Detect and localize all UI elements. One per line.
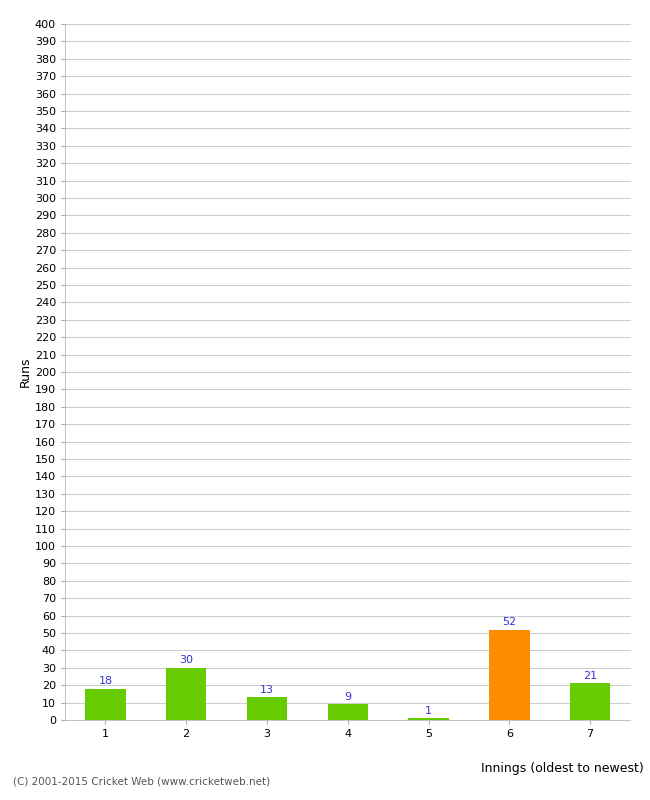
X-axis label: Innings (oldest to newest): Innings (oldest to newest) bbox=[481, 762, 644, 774]
Bar bbox=[85, 689, 125, 720]
Bar bbox=[166, 668, 206, 720]
Bar bbox=[489, 630, 530, 720]
Text: 30: 30 bbox=[179, 655, 193, 665]
Text: (C) 2001-2015 Cricket Web (www.cricketweb.net): (C) 2001-2015 Cricket Web (www.cricketwe… bbox=[13, 776, 270, 786]
Text: 9: 9 bbox=[344, 692, 351, 702]
Bar bbox=[247, 698, 287, 720]
Y-axis label: Runs: Runs bbox=[19, 357, 32, 387]
Text: 13: 13 bbox=[260, 685, 274, 694]
Text: 21: 21 bbox=[583, 671, 597, 681]
Bar bbox=[408, 718, 448, 720]
Text: 18: 18 bbox=[98, 676, 112, 686]
Text: 1: 1 bbox=[425, 706, 432, 716]
Text: 52: 52 bbox=[502, 617, 516, 627]
Bar bbox=[328, 704, 368, 720]
Bar bbox=[570, 683, 610, 720]
